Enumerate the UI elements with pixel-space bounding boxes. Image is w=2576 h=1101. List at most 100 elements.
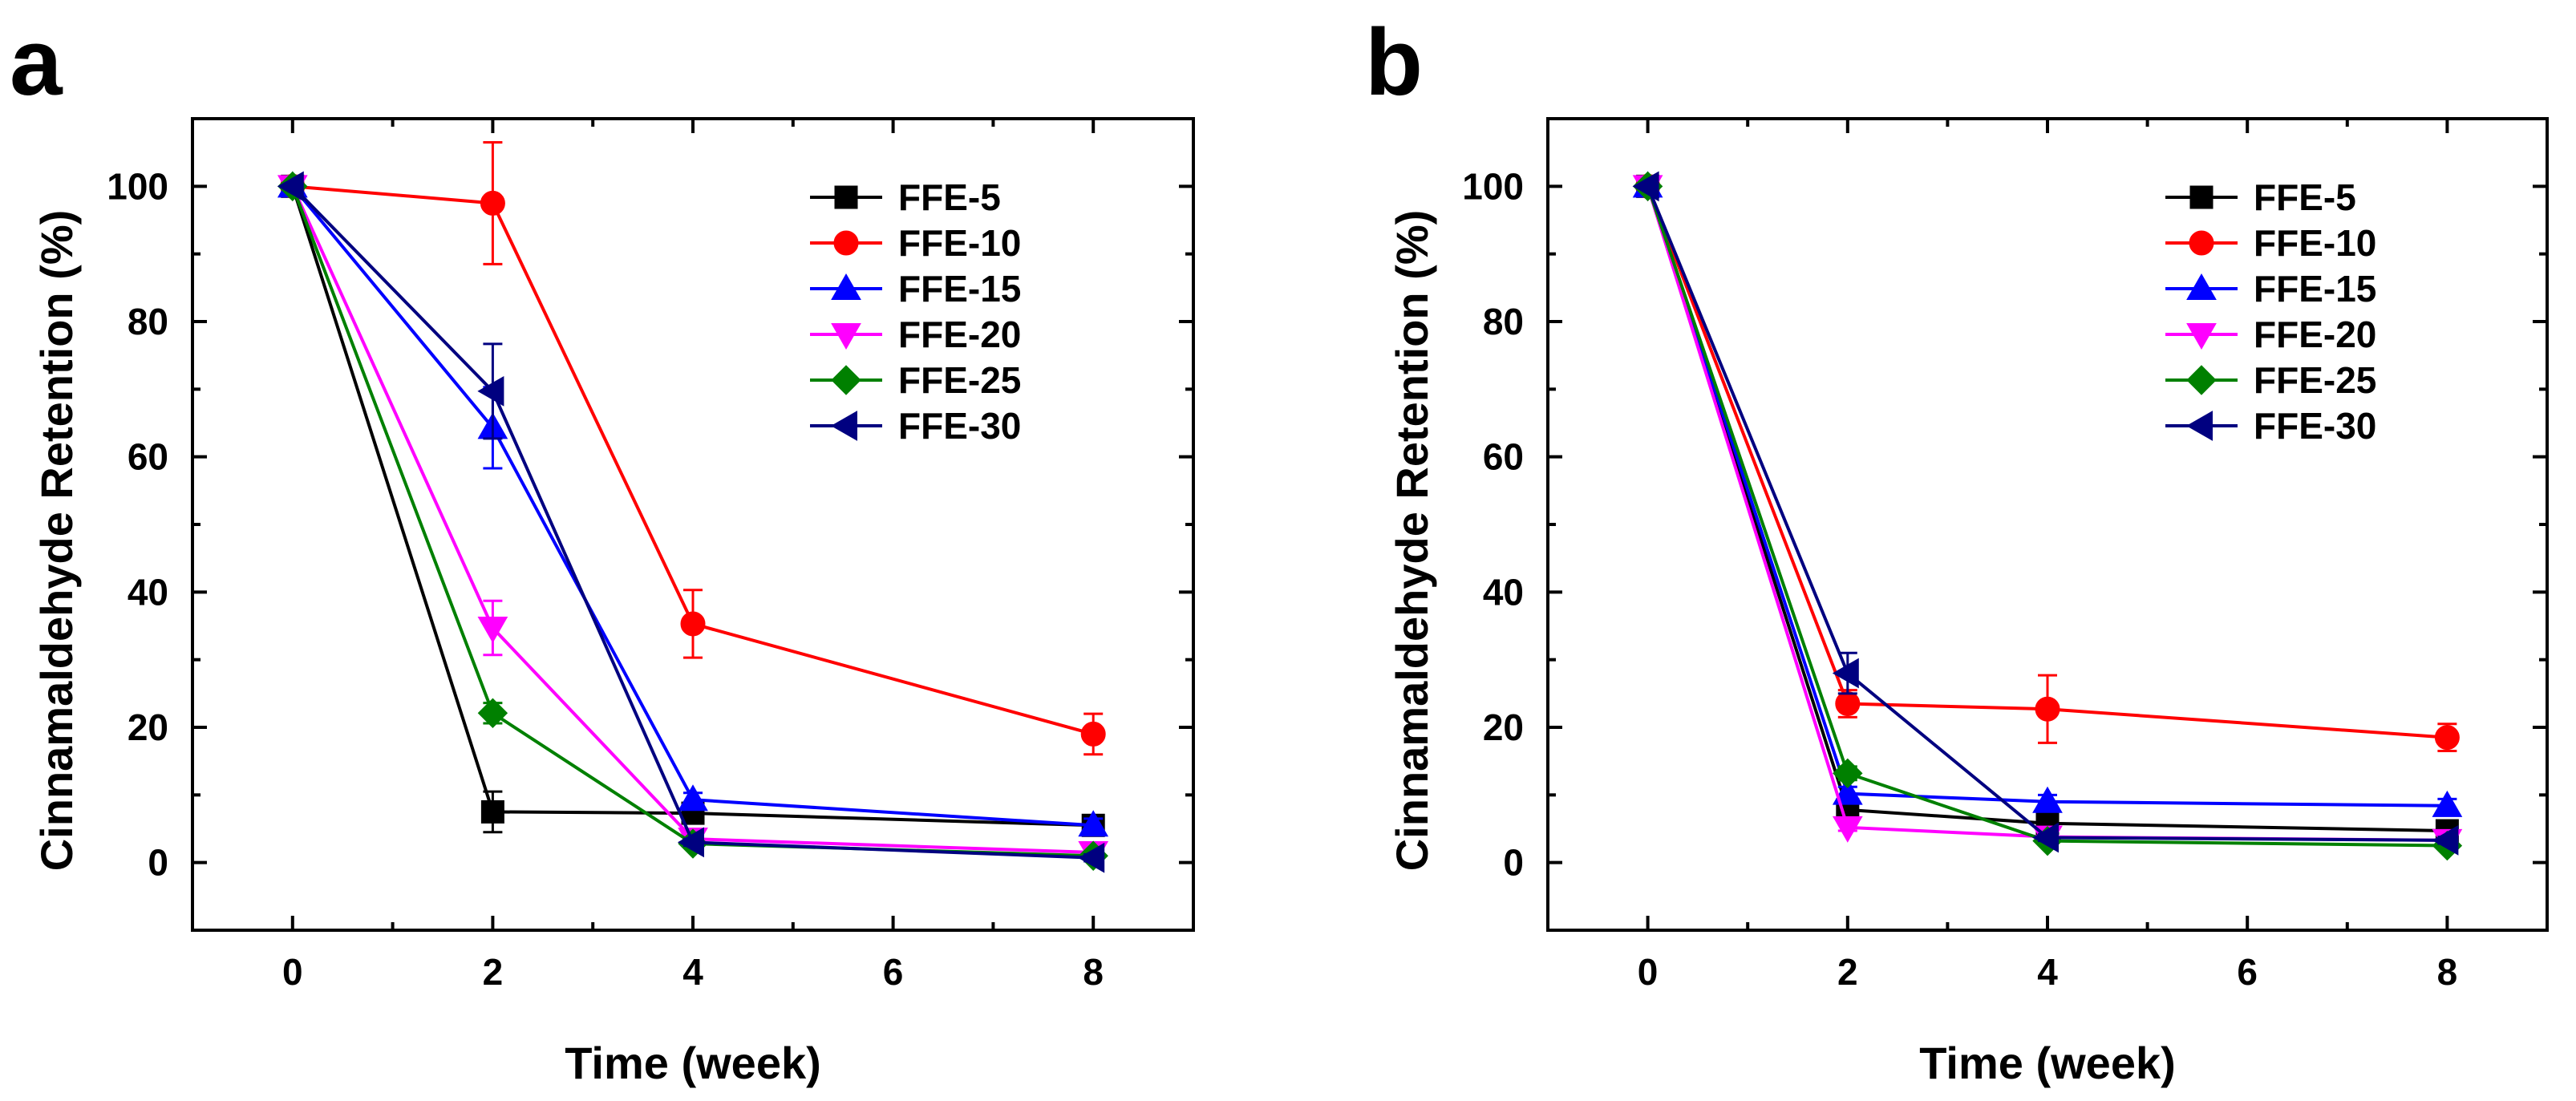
legend-label: FFE-20 xyxy=(898,314,1021,355)
y-tick-label: 40 xyxy=(128,571,168,613)
series-line xyxy=(290,185,1094,855)
legend-entry: FFE-10 xyxy=(810,222,1021,264)
x-tick-label: 0 xyxy=(1638,951,1659,993)
legend-marker xyxy=(2186,323,2217,350)
data-point xyxy=(1832,778,1863,805)
data-point xyxy=(2434,725,2460,751)
x-tick-label: 6 xyxy=(883,951,904,993)
legend-label: FFE-15 xyxy=(2254,268,2376,310)
data-point xyxy=(1835,690,1861,716)
panel-label-b: b xyxy=(1365,10,1423,115)
data-point xyxy=(1078,810,1109,837)
legend-marker xyxy=(2189,185,2213,209)
data-point xyxy=(1833,758,1863,789)
legend-entry: FFE-5 xyxy=(2165,176,2356,218)
y-tick-label: 20 xyxy=(128,706,168,748)
data-point xyxy=(1078,842,1105,873)
series-line xyxy=(1646,185,2448,848)
x-tick-label: 2 xyxy=(1837,951,1858,993)
legend-label: FFE-5 xyxy=(2254,176,2356,218)
data-point xyxy=(677,827,704,858)
data-point xyxy=(480,799,504,824)
legend-marker xyxy=(834,185,858,209)
y-tick-label: 80 xyxy=(128,301,168,342)
legend-marker xyxy=(2189,230,2214,256)
series-FFE-30 xyxy=(277,171,1105,873)
y-tick-label: 100 xyxy=(1462,165,1524,207)
legend-entry: FFE-30 xyxy=(2165,405,2376,447)
series-line xyxy=(1646,185,2448,833)
series-line xyxy=(1646,185,2448,808)
data-point xyxy=(1832,816,1863,843)
legend-entry: FFE-20 xyxy=(810,314,1021,355)
x-tick-label: 6 xyxy=(2237,951,2258,993)
y-tick-label: 60 xyxy=(1483,436,1524,478)
data-point xyxy=(2432,790,2463,817)
legend-marker xyxy=(2185,411,2213,441)
series-line xyxy=(291,184,1094,860)
y-tick-label: 100 xyxy=(107,165,168,207)
legend-entry: FFE-30 xyxy=(810,405,1021,447)
data-point xyxy=(1832,658,1859,689)
legend-entry: FFE-15 xyxy=(2165,268,2376,310)
legend-marker xyxy=(830,411,857,441)
data-point xyxy=(678,784,708,812)
legend-label: FFE-25 xyxy=(2254,359,2376,401)
data-point xyxy=(2035,696,2060,722)
legend-label: FFE-10 xyxy=(2254,222,2376,264)
x-tick-label: 0 xyxy=(282,951,303,993)
y-tick-label: 80 xyxy=(1483,301,1524,342)
legend-marker xyxy=(831,273,861,300)
legend-label: FFE-20 xyxy=(2254,314,2376,355)
legend-label: FFE-15 xyxy=(898,268,1021,310)
data-point xyxy=(2432,824,2459,856)
data-point xyxy=(480,190,505,216)
series-line xyxy=(1646,185,2448,739)
data-point xyxy=(477,617,508,644)
x-tick-label: 4 xyxy=(682,951,703,993)
legend-marker xyxy=(831,323,861,350)
x-tick-label: 4 xyxy=(2037,951,2058,993)
series-line xyxy=(1646,185,2448,842)
y-axis-title: Cinnamaldehyde Retention (%) xyxy=(1387,210,1437,872)
series-FFE-30 xyxy=(1632,171,2459,856)
legend-marker xyxy=(2186,273,2217,300)
legend-label: FFE-5 xyxy=(898,176,1001,218)
y-tick-label: 0 xyxy=(1503,842,1524,884)
data-point xyxy=(1632,171,1659,202)
legend-marker xyxy=(2186,365,2217,395)
legend-label: FFE-30 xyxy=(898,405,1021,447)
data-point xyxy=(680,611,706,637)
y-tick-label: 60 xyxy=(128,436,168,478)
data-point xyxy=(2031,822,2059,853)
legend-entry: FFE-20 xyxy=(2165,314,2376,355)
y-axis-title: Cinnamaldehyde Retention (%) xyxy=(31,210,82,872)
legend-entry: FFE-15 xyxy=(810,268,1021,310)
legend-label: FFE-30 xyxy=(2254,405,2376,447)
legend-entry: FFE-25 xyxy=(2165,359,2376,401)
x-tick-label: 8 xyxy=(2437,951,2458,993)
data-point xyxy=(1080,721,1106,747)
series-line xyxy=(292,184,1094,736)
panel-label-a: a xyxy=(10,10,63,115)
data-point xyxy=(477,698,508,728)
legend-label: FFE-25 xyxy=(898,359,1021,401)
x-tick-label: 8 xyxy=(1083,951,1104,993)
x-axis-title: Time (week) xyxy=(565,1038,821,1088)
x-tick-label: 2 xyxy=(483,951,504,993)
legend-marker xyxy=(831,365,861,395)
data-point xyxy=(2032,786,2063,813)
data-point xyxy=(277,171,304,202)
legend-marker xyxy=(833,230,859,256)
legend-label: FFE-10 xyxy=(898,222,1021,264)
series-line xyxy=(290,185,1094,828)
data-point xyxy=(477,376,504,407)
legend-entry: FFE-5 xyxy=(810,176,1001,218)
y-tick-label: 20 xyxy=(1483,706,1524,748)
x-axis-title: Time (week) xyxy=(1919,1038,2176,1088)
legend-entry: FFE-25 xyxy=(810,359,1021,401)
legend-entry: FFE-10 xyxy=(2165,222,2376,264)
